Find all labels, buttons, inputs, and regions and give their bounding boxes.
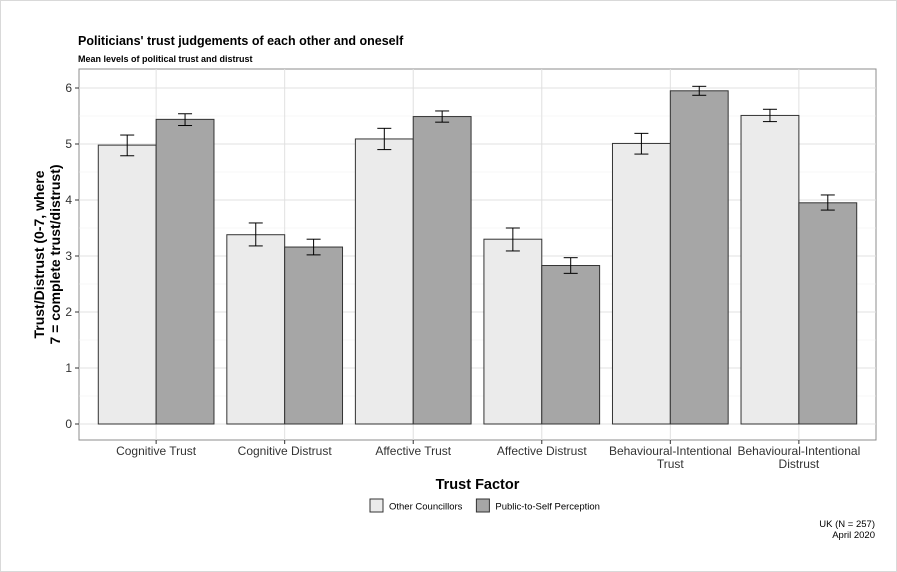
x-tick-label: Affective Trust	[375, 444, 451, 458]
chart-caption: UK (N = 257) April 2020	[819, 519, 875, 541]
x-tick-label: Affective Distrust	[497, 444, 587, 458]
x-axis-title: Trust Factor	[436, 477, 520, 493]
y-tick-label: 5	[65, 137, 72, 151]
plot-area: 0 1 2 3 4 5 6 Cognitive Trust Cognitive Distrust…	[31, 68, 877, 513]
bar	[155, 118, 215, 425]
bar	[740, 114, 800, 425]
y-tick-label: 0	[65, 417, 72, 431]
y-tick-label: 6	[65, 81, 72, 95]
y-tick-label: 2	[65, 305, 72, 319]
x-tick-label: Cognitive Distrust	[238, 444, 333, 458]
x-tick-label: Trust	[657, 457, 685, 471]
x-tick-label: Cognitive Trust	[116, 444, 197, 458]
y-axis-title-line: Trust/Distrust (0-7, where	[31, 170, 47, 338]
bar	[541, 265, 601, 425]
legend-label: Public-to-Self Perception	[495, 502, 600, 513]
bar	[611, 142, 671, 425]
y-axis-title: Trust/Distrust (0-7, where 7 = complete t…	[31, 164, 63, 344]
chart-subtitle: Mean levels of political trust and distr…	[78, 54, 253, 64]
x-tick-label: Distrust	[779, 457, 820, 471]
y-tick-label: 3	[65, 249, 72, 263]
caption-line: April 2020	[832, 530, 875, 541]
bar	[412, 116, 472, 425]
legend: Other Councillors Public-to-Self Percepti…	[369, 498, 600, 513]
bar	[483, 238, 543, 425]
chart-title: Politicians' trust judgements of each ot…	[78, 34, 404, 48]
y-tick-label: 4	[65, 193, 72, 207]
bar	[354, 138, 414, 425]
legend-key	[369, 498, 384, 513]
x-tick-label: Behavioural-Intentional	[737, 444, 860, 458]
bar	[226, 234, 286, 425]
legend-label: Other Councillors	[389, 502, 463, 513]
y-axis-title-line: 7 = complete trust/distrust)	[47, 164, 63, 344]
bar	[97, 144, 157, 425]
bar	[284, 246, 344, 425]
bar	[798, 202, 858, 425]
x-tick-label: Behavioural-Intentional	[609, 444, 732, 458]
legend-key	[475, 498, 490, 513]
y-tick-label: 1	[65, 361, 72, 375]
caption-line: UK (N = 257)	[819, 519, 875, 530]
bar	[669, 90, 729, 425]
